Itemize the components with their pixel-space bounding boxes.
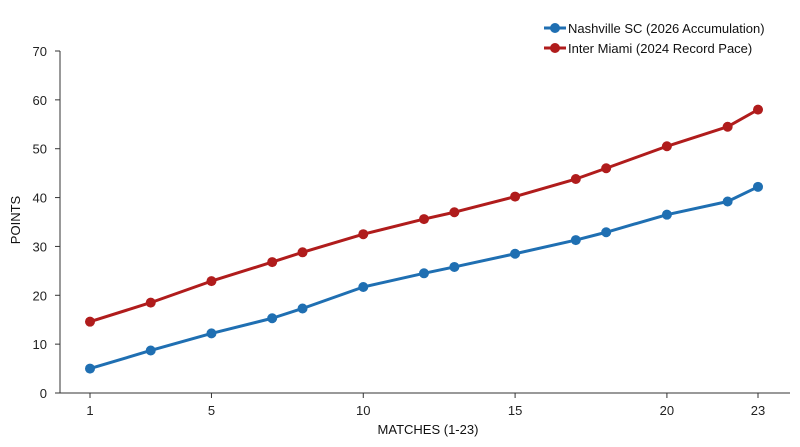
data-point [601, 227, 612, 238]
data-point [419, 214, 429, 225]
y-tick-label: 40 [33, 191, 47, 206]
data-point [601, 163, 612, 174]
data-point [449, 207, 460, 218]
data-point [267, 313, 278, 324]
data-point [449, 261, 460, 272]
y-tick-label: 60 [33, 93, 47, 108]
legend-swatch-marker [550, 43, 560, 53]
x-tick-label: 5 [208, 403, 215, 418]
data-point [85, 316, 95, 327]
data-point [206, 328, 217, 339]
data-point [145, 297, 156, 308]
data-point [661, 209, 672, 220]
y-tick-label: 20 [33, 288, 47, 303]
data-point [722, 121, 733, 132]
legend-label: Nashville SC (2026 Accumulation) [568, 21, 765, 36]
data-point [419, 268, 429, 279]
x-tick-label: 20 [660, 403, 674, 418]
y-axis-title: POINTS [8, 195, 23, 244]
y-tick-label: 50 [33, 142, 47, 157]
data-point [358, 281, 369, 292]
data-point [145, 345, 156, 356]
x-tick-label: 10 [356, 403, 370, 418]
series-line [88, 108, 760, 324]
data-point [661, 141, 672, 152]
legend-swatch-marker [550, 23, 560, 33]
data-point [753, 181, 763, 192]
data-point [510, 248, 521, 259]
x-axis-title: MATCHES (1-23) [378, 422, 479, 437]
x-tick-label: 15 [508, 403, 522, 418]
series-2 [85, 104, 763, 327]
data-point [570, 174, 581, 185]
legend: Nashville SC (2026 Accumulation) Inter Mi… [544, 21, 765, 56]
data-point [267, 257, 278, 268]
y-tick-label: 30 [33, 239, 47, 254]
x-tick-label: 1 [86, 403, 93, 418]
data-point [85, 363, 95, 374]
y-axis: 0 10 20 30 40 50 60 70 [33, 44, 61, 401]
legend-item: Nashville SC (2026 Accumulation) [544, 21, 765, 36]
x-tick-label: 23 [751, 403, 765, 418]
data-point [206, 276, 217, 287]
legend-item: Inter Miami (2024 Record Pace) [544, 41, 752, 56]
series-line [88, 185, 760, 371]
legend-label: Inter Miami (2024 Record Pace) [568, 41, 752, 56]
y-tick-label: 0 [40, 386, 47, 401]
data-point [753, 104, 763, 115]
series-layer [85, 104, 763, 374]
data-point [358, 229, 369, 240]
data-point [722, 196, 733, 207]
y-tick-label: 10 [33, 337, 47, 352]
data-point [510, 191, 521, 202]
data-point [570, 235, 581, 246]
x-axis: 1 5 10 15 20 23 [60, 392, 790, 418]
y-tick-label: 70 [33, 44, 47, 59]
data-point [297, 247, 308, 258]
data-point [297, 303, 308, 314]
series-1 [85, 181, 763, 374]
